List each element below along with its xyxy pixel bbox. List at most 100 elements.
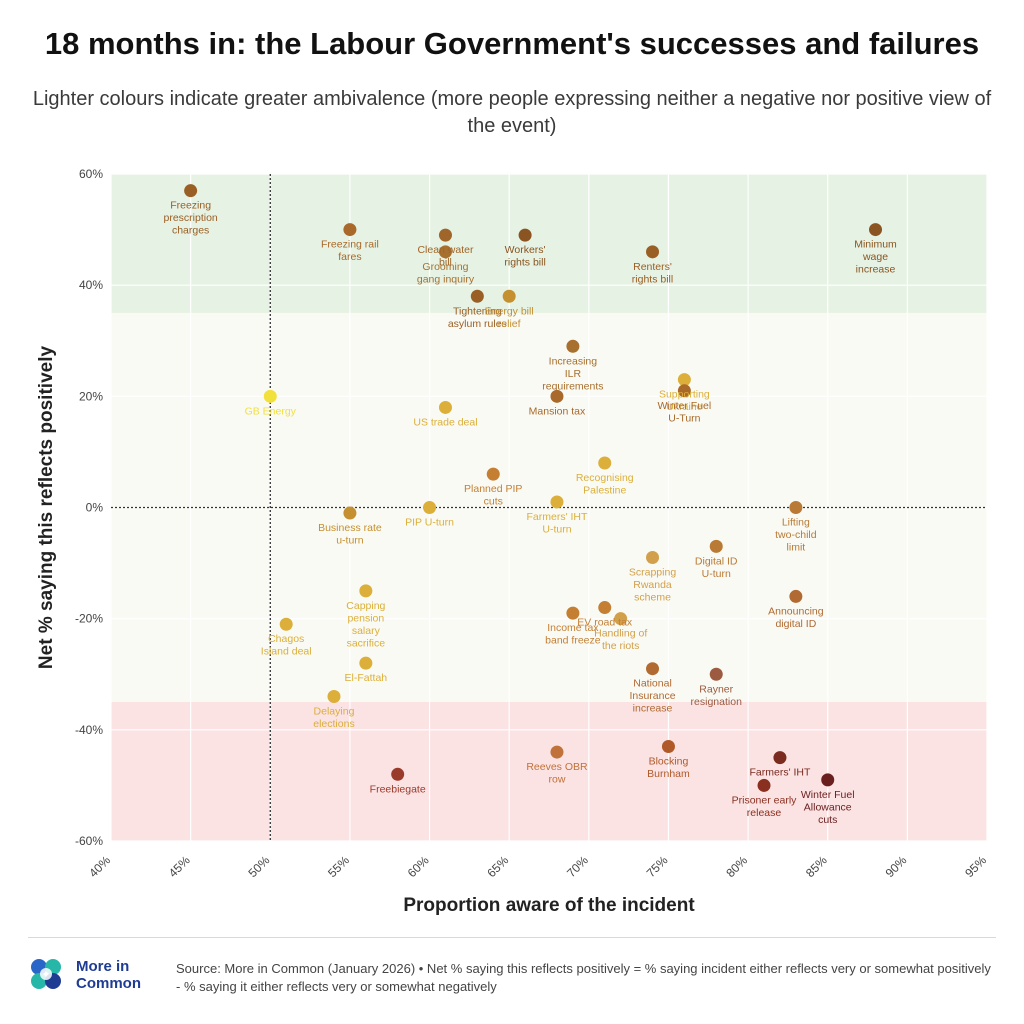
- data-label: National Insurance increase: [629, 678, 675, 715]
- data-point: [646, 551, 660, 565]
- x-tick-label: 40%: [86, 853, 113, 880]
- data-point: [598, 601, 612, 615]
- data-point: [263, 389, 277, 403]
- data-point: [821, 773, 835, 787]
- data-label: Mansion tax: [529, 405, 586, 417]
- data-point: [661, 740, 675, 754]
- x-tick-label: 65%: [484, 853, 511, 880]
- data-point: [438, 228, 452, 242]
- data-point: [502, 289, 516, 303]
- data-label: Freebiegate: [370, 783, 426, 795]
- data-label: Tightening asylum rules: [448, 305, 507, 330]
- data-point: [646, 245, 660, 259]
- data-point: [566, 606, 580, 620]
- data-label: Rayner resignation: [691, 683, 743, 708]
- data-label: Increasing ILR requirements: [542, 355, 603, 392]
- more-in-common-logo: More in Common: [28, 956, 158, 996]
- x-tick-label: 80%: [723, 853, 750, 880]
- x-tick-label: 70%: [564, 853, 591, 880]
- data-label: Minimum wage increase: [854, 239, 897, 276]
- data-point: [773, 751, 787, 765]
- data-label: El-Fattah: [345, 672, 388, 684]
- data-point: [550, 389, 564, 403]
- data-point: [550, 745, 564, 759]
- y-tick-label: -40%: [75, 723, 103, 737]
- data-label: Income tax band freeze: [545, 622, 601, 647]
- data-label: Supporting Ukraine: [659, 389, 710, 414]
- data-label: Freezing prescription charges: [163, 200, 217, 237]
- data-point: [343, 223, 357, 237]
- data-label: Prisoner early release: [732, 794, 798, 819]
- data-points: [184, 184, 883, 792]
- data-point: [391, 767, 405, 781]
- data-label: Digital ID U-turn: [695, 555, 738, 580]
- data-point: [709, 539, 723, 553]
- data-label: Winter Fuel Allowance cuts: [801, 789, 855, 826]
- data-point: [518, 228, 532, 242]
- y-tick-label: 20%: [79, 389, 103, 403]
- data-point: [343, 506, 357, 520]
- data-label: Planned PIP cuts: [464, 483, 522, 508]
- data-point: [757, 778, 771, 792]
- data-point: [327, 689, 341, 703]
- data-point: [359, 656, 373, 670]
- y-tick-label: -20%: [75, 612, 103, 626]
- data-point: [566, 339, 580, 353]
- logo-text: More in Common: [76, 958, 141, 992]
- data-label: Renters' rights bill: [632, 261, 673, 286]
- data-label: Scrapping Rwanda scheme: [629, 567, 676, 604]
- data-point: [438, 245, 452, 259]
- data-label: Farmers' IHT U-turn: [527, 511, 589, 536]
- data-labels: Freezing prescription charges Freezing rail…: [163, 200, 897, 826]
- y-axis-title: Net % saying this reflects positively: [36, 346, 57, 670]
- x-axis-title: Proportion aware of the incident: [403, 895, 695, 916]
- data-point: [279, 617, 293, 631]
- data-label: GB Energy: [245, 405, 297, 417]
- data-point: [598, 456, 612, 470]
- data-point: [789, 589, 803, 603]
- data-label: Farmers' IHT: [749, 767, 811, 779]
- y-tick-label: -60%: [75, 834, 103, 848]
- data-label: Freezing rail fares: [321, 239, 379, 263]
- logo-text-line2: Common: [76, 975, 141, 992]
- footer-divider: [28, 937, 996, 938]
- data-point: [438, 400, 452, 414]
- data-point: [677, 373, 691, 387]
- x-tick-label: 90%: [883, 853, 910, 880]
- data-point: [423, 501, 437, 514]
- data-point: [550, 495, 564, 509]
- x-tick-label: 85%: [803, 853, 830, 880]
- reference-lines: [111, 174, 987, 841]
- data-label: Business rate u-turn: [318, 522, 382, 547]
- chart-subtitle: Lighter colours indicate greater ambival…: [32, 88, 992, 137]
- data-point: [470, 289, 484, 303]
- y-tick-label: 40%: [79, 278, 103, 292]
- data-point: [486, 467, 500, 481]
- x-axis-ticks: 40% 45% 50% 55% 60% 65% 70% 75% 80% 85% 90% 95%: [86, 853, 989, 880]
- band-positive: [111, 174, 987, 313]
- data-label: Lifting two-child limit: [775, 517, 817, 554]
- logo-text-line1: More in: [76, 958, 130, 975]
- y-tick-label: 0%: [86, 501, 104, 515]
- data-label: Capping pension salary sacrifice: [346, 600, 385, 650]
- source-note: Source: More in Common (January 2026) • …: [176, 961, 991, 994]
- x-tick-label: 55%: [325, 853, 352, 880]
- data-point: [869, 223, 883, 237]
- data-label: Clean water bill: [417, 244, 474, 269]
- data-point: [614, 612, 628, 626]
- data-label: EV road tax: [577, 617, 633, 629]
- x-tick-label: 45%: [166, 853, 193, 880]
- data-label: Recognising Palestine: [576, 472, 634, 497]
- data-point: [677, 384, 691, 398]
- data-label: Delaying elections: [313, 705, 354, 730]
- scatter-chart: 60%40%20%0%-20%-40%-60% 40% 45% 50% 55% 60% 6…: [36, 167, 989, 916]
- data-point: [646, 662, 660, 676]
- y-tick-label: 60%: [79, 167, 103, 181]
- data-label: Blocking Burnham: [647, 756, 690, 781]
- data-point: [789, 501, 803, 514]
- data-label: Handling of the riots: [594, 628, 647, 653]
- data-label: Energy bill relief: [485, 305, 534, 330]
- data-label: Workers' rights bill: [504, 244, 545, 269]
- data-label: Winter Fuel U-Turn: [658, 400, 712, 425]
- data-label: Announcing digital ID: [768, 605, 824, 630]
